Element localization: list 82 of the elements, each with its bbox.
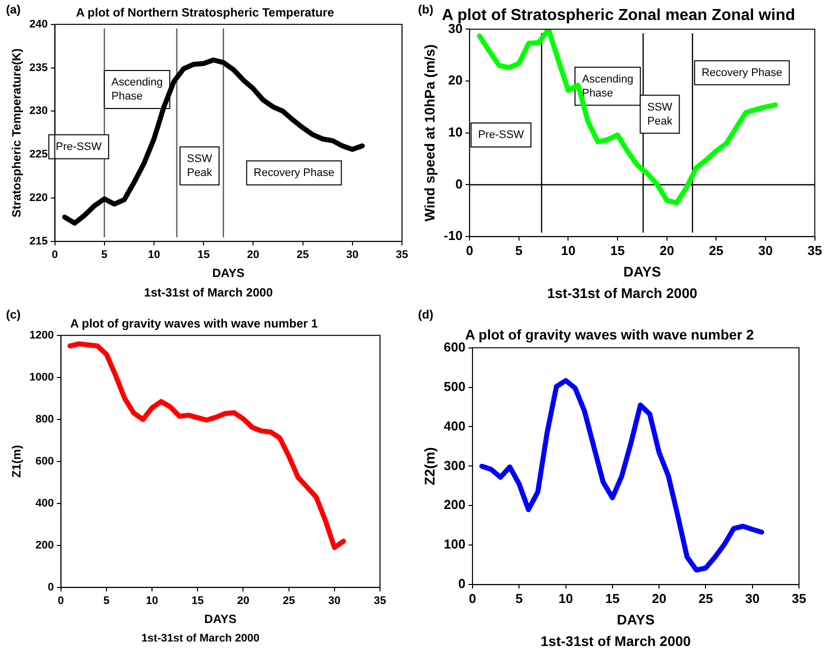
- x-tick-label: 30: [745, 590, 760, 606]
- annotation: Recovery Phase: [254, 166, 334, 179]
- annotation: Pre-SSW: [56, 140, 102, 153]
- x-tick-label: 25: [708, 242, 724, 258]
- y-axis-title: Z2(m): [421, 447, 438, 486]
- x-tick-label: 15: [610, 242, 625, 258]
- text: (a): [6, 2, 21, 16]
- chart-title: A plot of gravity waves with wave number 2: [465, 326, 754, 342]
- y-tick-label: 400: [444, 418, 466, 434]
- y-tick-label: 10: [448, 124, 463, 140]
- annotation: Ascending Phase: [111, 76, 163, 103]
- y-tick-label: 0: [455, 176, 463, 192]
- x-tick-label: 25: [282, 595, 295, 608]
- x-tick-label: 0: [468, 590, 476, 606]
- annotation: Pre-SSW: [478, 129, 525, 142]
- annotation: Ascending Phase: [582, 73, 634, 100]
- x-axis-title: DAYS: [623, 263, 661, 280]
- annotation: SSW Peak: [187, 152, 213, 179]
- y-tick-label: 800: [36, 413, 54, 426]
- annotation: SSW Peak: [647, 101, 673, 128]
- y-tick-label: 0: [48, 581, 54, 594]
- chart-title: A plot of Stratospheric Zonal mean Zonal wind: [442, 7, 796, 24]
- x-tick-label: 15: [197, 249, 210, 262]
- x-tick-label: 5: [515, 242, 523, 258]
- y-tick-label: 235: [29, 62, 48, 74]
- x-tick-label: 30: [346, 249, 359, 262]
- x-axis-title: DAYS: [204, 612, 237, 626]
- x-tick-label: 10: [146, 595, 158, 608]
- x-tick-label: 10: [560, 242, 576, 258]
- chart-title: A plot of gravity waves with wave number 1: [70, 316, 318, 331]
- x-tick-label: 5: [101, 249, 108, 262]
- x-tick-label: 20: [247, 249, 260, 262]
- chart-title: A plot of Northern Stratospheric Temperature: [76, 6, 334, 20]
- y-axis-title: Z1(m): [10, 445, 24, 478]
- x-tick-label: 35: [396, 249, 408, 262]
- x-tick-label: 30: [328, 595, 341, 608]
- y-tick-label: 500: [444, 378, 466, 394]
- y-tick-label: -10: [444, 228, 463, 244]
- text: 1st-31st of March 2000: [547, 284, 698, 301]
- x-tick-label: 25: [296, 249, 309, 262]
- y-tick-label: 0: [458, 576, 466, 592]
- x-tick-label: 25: [698, 590, 713, 606]
- text: (c): [6, 307, 21, 322]
- y-tick-label: 20: [448, 72, 463, 88]
- x-tick-label: 15: [192, 595, 204, 608]
- x-tick-label: 20: [652, 590, 666, 606]
- y-tick-label: 230: [29, 105, 48, 118]
- x-tick-label: 35: [792, 590, 806, 606]
- text: (d): [418, 307, 434, 322]
- y-tick-label: 1000: [29, 371, 54, 384]
- x-tick-label: 35: [808, 242, 822, 258]
- y-tick-label: 200: [36, 539, 54, 552]
- x-tick-label: 5: [103, 595, 110, 608]
- y-axis-title: Stratospheric Temperature(K): [10, 48, 24, 218]
- annotation: Recovery Phase: [702, 66, 782, 79]
- y-tick-label: 225: [29, 148, 48, 161]
- y-tick-label: 300: [444, 458, 466, 473]
- y-tick-label: 400: [36, 497, 54, 510]
- x-tick-label: 30: [758, 242, 773, 258]
- y-tick-label: 240: [29, 18, 48, 30]
- y-tick-label: 200: [444, 497, 466, 512]
- x-tick-label: 10: [558, 590, 574, 606]
- x-tick-label: 35: [374, 595, 386, 608]
- x-tick-label: 5: [516, 590, 523, 606]
- y-tick-label: 1200: [29, 329, 54, 342]
- y-axis-title: Wind speed at 10hPa (m/s): [421, 44, 438, 222]
- x-tick-label: 0: [58, 595, 64, 608]
- text: (b): [418, 2, 434, 16]
- y-tick-label: 220: [29, 192, 48, 204]
- x-axis-title: DAYS: [212, 266, 244, 280]
- y-tick-label: 600: [36, 455, 54, 468]
- y-tick-label: 215: [29, 235, 48, 248]
- x-tick-label: 10: [148, 249, 160, 262]
- x-axis-title: DAYS: [616, 611, 655, 628]
- y-tick-label: 100: [444, 536, 466, 552]
- x-tick-label: 20: [237, 595, 250, 608]
- x-tick-label: 15: [605, 590, 620, 606]
- text: 1st-31st of March 2000: [540, 632, 692, 649]
- x-tick-label: 20: [660, 242, 674, 258]
- text: 1st-31st of March 2000: [144, 285, 274, 300]
- text: 1st-31st of March 2000: [141, 632, 260, 645]
- y-tick-label: 600: [444, 339, 466, 354]
